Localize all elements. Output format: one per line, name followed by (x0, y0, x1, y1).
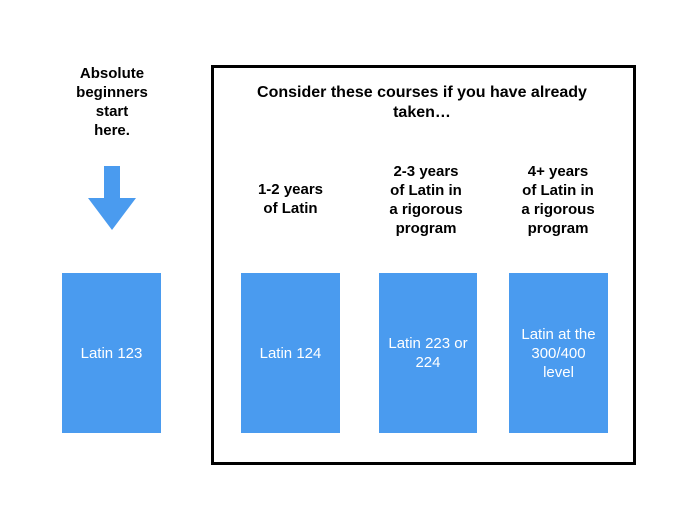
course-box-latin-124: Latin 124 (241, 273, 340, 433)
level-label-1-2-years: 1-2 years of Latin (257, 181, 324, 217)
down-arrow-icon (88, 166, 136, 230)
prior-experience-frame (211, 65, 636, 465)
beginners-label: Absolute beginners start here. (76, 65, 148, 139)
level-label-2-3-years: 2-3 years of Latin in a rigorous program (389, 163, 463, 237)
group-heading: Consider these courses if you have alrea… (257, 84, 587, 121)
course-box-latin-300-400: Latin at the 300/400 level (509, 273, 608, 433)
course-box-latin-223-224: Latin 223 or 224 (379, 273, 477, 433)
course-box-latin-123: Latin 123 (62, 273, 161, 433)
level-label-4-plus-years: 4+ years of Latin in a rigorous program (521, 163, 595, 237)
